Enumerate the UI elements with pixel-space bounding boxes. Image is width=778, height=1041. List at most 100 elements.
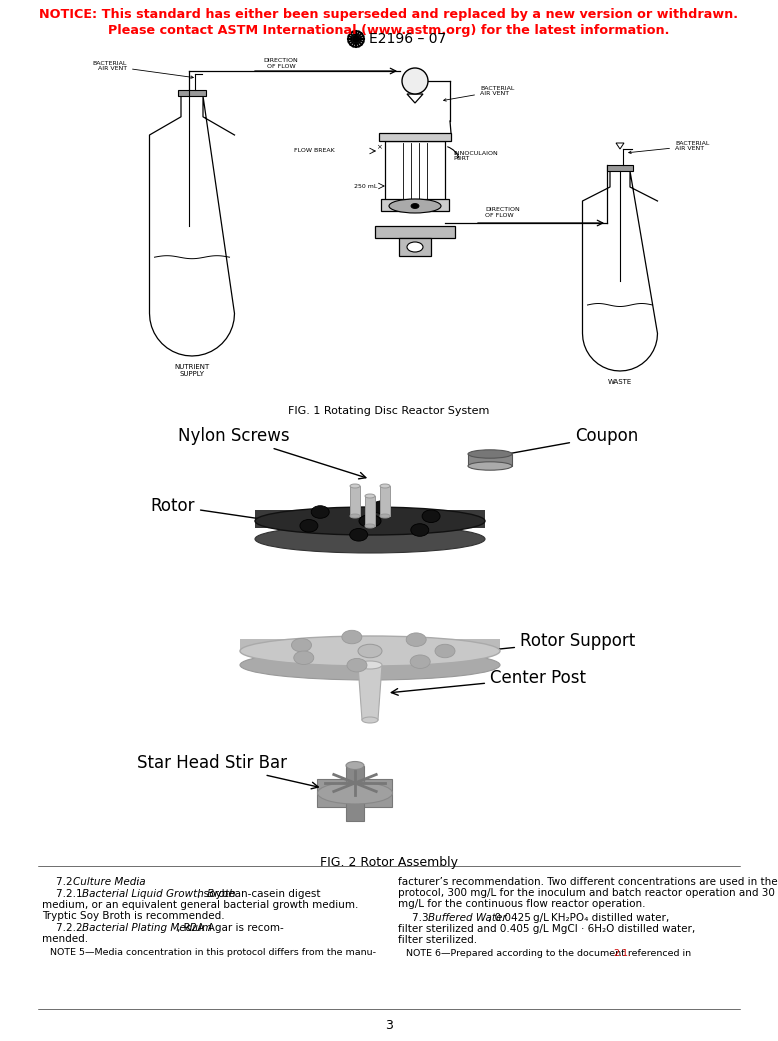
Ellipse shape xyxy=(350,484,360,488)
Ellipse shape xyxy=(347,658,367,671)
Text: Bacterial Liquid Growth Broth: Bacterial Liquid Growth Broth xyxy=(82,889,236,899)
Text: BACTERIAL
AIR VENT: BACTERIAL AIR VENT xyxy=(443,85,514,101)
Ellipse shape xyxy=(365,494,375,498)
Ellipse shape xyxy=(359,514,381,528)
FancyArrow shape xyxy=(317,779,392,807)
Ellipse shape xyxy=(358,644,382,658)
Text: mended.: mended. xyxy=(42,934,88,944)
Ellipse shape xyxy=(346,762,364,769)
Text: NOTE 6—Prepared according to the document referenced in: NOTE 6—Prepared according to the documen… xyxy=(406,949,694,958)
Text: 7.3: 7.3 xyxy=(412,913,432,923)
Circle shape xyxy=(402,68,428,94)
Ellipse shape xyxy=(411,203,419,208)
Text: mg/L for the continuous flow reactor operation.: mg/L for the continuous flow reactor ope… xyxy=(398,899,646,909)
Text: filter sterilized.: filter sterilized. xyxy=(398,935,477,945)
Bar xyxy=(381,199,449,211)
Text: , 0.0425 g/L KH₂PO₄ distilled water,: , 0.0425 g/L KH₂PO₄ distilled water, xyxy=(488,913,669,923)
Text: DIRECTION
OF FLOW: DIRECTION OF FLOW xyxy=(264,58,299,69)
Text: Coupon: Coupon xyxy=(489,427,638,459)
Ellipse shape xyxy=(435,644,455,658)
Text: P: P xyxy=(412,76,418,85)
Ellipse shape xyxy=(407,242,423,252)
Text: WASTE: WASTE xyxy=(608,379,632,385)
Ellipse shape xyxy=(240,650,500,680)
Text: , R2A Agar is recom-: , R2A Agar is recom- xyxy=(177,923,284,933)
Text: 2.1.: 2.1. xyxy=(613,949,631,958)
Text: protocol, 300 mg/L for the inoculum and batch reactor operation and 30: protocol, 300 mg/L for the inoculum and … xyxy=(398,888,775,898)
Polygon shape xyxy=(407,94,423,103)
Text: Center Post: Center Post xyxy=(391,669,586,695)
Text: Culture Media: Culture Media xyxy=(73,877,145,887)
Bar xyxy=(365,496,375,526)
Ellipse shape xyxy=(317,782,392,804)
Ellipse shape xyxy=(389,199,441,213)
Ellipse shape xyxy=(406,633,426,646)
Bar xyxy=(468,454,512,466)
Ellipse shape xyxy=(292,638,311,652)
Ellipse shape xyxy=(350,514,360,518)
Text: FIG. 2 Rotor Assembly: FIG. 2 Rotor Assembly xyxy=(320,856,458,869)
FancyArrow shape xyxy=(346,765,364,820)
Text: BACTERIAL
AIR VENT: BACTERIAL AIR VENT xyxy=(93,60,193,78)
Bar xyxy=(379,133,451,141)
Text: medium, or an equivalent general bacterial growth medium.: medium, or an equivalent general bacteri… xyxy=(42,900,359,910)
Text: FLOW BREAK: FLOW BREAK xyxy=(294,149,335,153)
Text: filter sterilized and 0.405 g/L MgCl · 6H₂O distilled water,: filter sterilized and 0.405 g/L MgCl · 6… xyxy=(398,924,696,934)
Text: ×: × xyxy=(376,144,382,150)
Bar xyxy=(399,238,431,256)
Ellipse shape xyxy=(255,507,485,535)
Polygon shape xyxy=(616,143,624,149)
Ellipse shape xyxy=(240,636,500,666)
Bar xyxy=(375,226,455,238)
Text: 3: 3 xyxy=(385,1019,393,1032)
Polygon shape xyxy=(358,665,382,720)
Ellipse shape xyxy=(362,717,378,723)
Ellipse shape xyxy=(350,529,368,541)
Ellipse shape xyxy=(342,630,362,643)
Bar xyxy=(350,486,360,516)
Text: NUTRIENT
SUPPLY: NUTRIENT SUPPLY xyxy=(174,364,209,377)
Text: :: : xyxy=(136,877,139,887)
Bar xyxy=(380,486,390,516)
Text: Bacterial Plating Medium: Bacterial Plating Medium xyxy=(82,923,212,933)
Ellipse shape xyxy=(380,514,390,518)
Ellipse shape xyxy=(294,651,314,664)
Ellipse shape xyxy=(311,506,329,518)
Text: 250 mL: 250 mL xyxy=(354,183,377,188)
Text: Rotor: Rotor xyxy=(150,497,271,523)
Text: Star Head Stir Bar: Star Head Stir Bar xyxy=(138,754,318,789)
Text: Buffered Water: Buffered Water xyxy=(428,913,506,923)
Text: BACTERIAL
AIR VENT: BACTERIAL AIR VENT xyxy=(629,141,710,154)
Text: Please contact ASTM International (www.astm.org) for the latest information.: Please contact ASTM International (www.a… xyxy=(108,24,670,37)
Ellipse shape xyxy=(255,525,485,553)
Text: 7.2.2: 7.2.2 xyxy=(56,923,86,933)
Ellipse shape xyxy=(373,501,391,513)
Text: DIRECTION
OF FLOW: DIRECTION OF FLOW xyxy=(485,207,520,218)
Bar xyxy=(178,90,206,96)
Bar xyxy=(385,141,445,201)
Polygon shape xyxy=(255,510,485,528)
Text: E2196 – 07: E2196 – 07 xyxy=(369,32,447,46)
Text: , soybean-casein digest: , soybean-casein digest xyxy=(197,889,321,899)
Text: Rotor Support: Rotor Support xyxy=(485,632,636,653)
Text: Tryptic Soy Broth is recommended.: Tryptic Soy Broth is recommended. xyxy=(42,911,225,921)
Polygon shape xyxy=(240,639,500,653)
Ellipse shape xyxy=(380,484,390,488)
Text: 7.2: 7.2 xyxy=(56,877,76,887)
Text: facturer’s recommendation. Two different concentrations are used in the: facturer’s recommendation. Two different… xyxy=(398,877,778,887)
Ellipse shape xyxy=(365,524,375,528)
Text: FIG. 1 Rotating Disc Reactor System: FIG. 1 Rotating Disc Reactor System xyxy=(289,406,489,416)
Text: NOTICE: This standard has either been superseded and replaced by a new version o: NOTICE: This standard has either been su… xyxy=(40,8,738,21)
Ellipse shape xyxy=(358,661,382,669)
Ellipse shape xyxy=(468,462,512,471)
Ellipse shape xyxy=(300,519,318,532)
Ellipse shape xyxy=(410,655,430,668)
Text: 7.2.1: 7.2.1 xyxy=(56,889,86,899)
Text: INNOCULAION
PORT: INNOCULAION PORT xyxy=(453,151,498,161)
Ellipse shape xyxy=(468,450,512,458)
Ellipse shape xyxy=(411,524,429,536)
Circle shape xyxy=(352,35,360,43)
Ellipse shape xyxy=(422,510,440,523)
Bar xyxy=(607,166,633,171)
Text: Nylon Screws: Nylon Screws xyxy=(178,427,366,479)
